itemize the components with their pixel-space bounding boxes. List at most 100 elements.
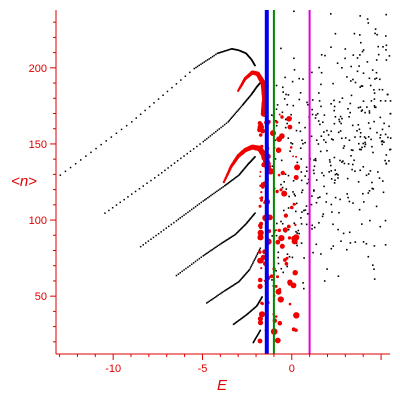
curve-point — [228, 287, 230, 289]
curve-point — [230, 286, 232, 288]
curve-point — [229, 286, 231, 289]
curve-point — [258, 332, 260, 334]
curve-point — [256, 253, 259, 255]
scatter-point — [377, 171, 379, 173]
red-point — [257, 283, 263, 289]
red-point — [280, 115, 284, 119]
curve-point — [146, 182, 148, 184]
scatter-point — [348, 200, 351, 203]
red-point — [258, 204, 262, 208]
curve-point — [224, 184, 227, 186]
curve-point — [206, 59, 209, 61]
curve-point — [216, 129, 219, 132]
scatter-point — [337, 131, 340, 134]
curve-point — [177, 273, 180, 275]
curve-point — [211, 133, 213, 136]
scatter-point — [362, 192, 364, 195]
curve-point — [208, 58, 210, 60]
scatter-point — [382, 191, 385, 194]
scatter-point — [318, 92, 320, 94]
curve-point — [254, 156, 256, 158]
red-point — [268, 162, 271, 165]
scatter-point — [366, 106, 368, 108]
curve-point — [245, 272, 248, 274]
red-point — [222, 180, 226, 184]
scatter-point — [379, 137, 381, 139]
red-point — [258, 250, 262, 254]
scatter-point — [275, 120, 277, 122]
scatter-point — [375, 71, 378, 74]
scatter-point — [332, 245, 335, 247]
scatter-point — [293, 222, 296, 224]
scatter-point — [271, 279, 273, 281]
scatter-point — [305, 223, 308, 226]
curve-point — [232, 179, 234, 181]
scatter-point — [352, 163, 354, 166]
scatter-point — [374, 32, 376, 35]
red-point — [257, 277, 263, 283]
scatter-point — [315, 114, 317, 116]
scatter-point — [295, 210, 297, 213]
curve-point — [236, 231, 239, 233]
scatter-point — [286, 122, 288, 125]
curve-point — [221, 291, 223, 294]
scatter-point — [323, 174, 325, 177]
curve-point — [246, 271, 249, 273]
red-point — [294, 328, 298, 332]
scatter-point — [358, 65, 360, 67]
curve-point — [228, 119, 230, 122]
curve-point — [223, 50, 226, 52]
red-point — [284, 261, 289, 266]
curve-point — [198, 64, 200, 67]
scatter-point — [330, 103, 332, 105]
scatter-point — [350, 149, 353, 151]
scatter-point — [291, 143, 294, 145]
curve-point — [183, 269, 185, 271]
curve-point — [235, 233, 237, 235]
scatter-point — [323, 114, 326, 116]
curve-point — [217, 244, 220, 247]
scatter-point — [303, 209, 305, 212]
scatter-point — [368, 112, 371, 114]
curve-point — [235, 176, 237, 179]
x-tick-label: 0 — [289, 363, 295, 375]
red-point — [275, 147, 282, 153]
curve-point — [59, 174, 62, 176]
x-tick-label: -10 — [105, 363, 121, 375]
red-point — [260, 191, 263, 194]
curve-point — [225, 239, 227, 242]
scatter-point — [300, 179, 303, 182]
scatter-point — [283, 181, 285, 183]
scatter-point — [364, 141, 366, 144]
curve-point — [227, 121, 229, 123]
scatter-point — [369, 84, 372, 87]
red-point — [293, 312, 300, 319]
red-point — [257, 320, 264, 326]
scatter-point — [369, 127, 372, 130]
curve-point — [239, 279, 242, 281]
curve-point — [258, 249, 261, 251]
scatter-point — [361, 146, 363, 149]
curve-point — [241, 226, 243, 229]
scatter-point — [330, 46, 332, 48]
curve-point — [183, 214, 185, 216]
curve-point — [160, 231, 162, 233]
red-point — [287, 236, 292, 240]
curve-point — [229, 181, 231, 183]
curve-point — [254, 338, 256, 340]
scatter-point — [300, 158, 302, 160]
scatter-point — [330, 178, 333, 180]
scatter-point — [346, 177, 349, 180]
curve-point — [164, 169, 166, 172]
y-axis-title: <n> — [11, 173, 37, 190]
scatter-point — [334, 32, 337, 35]
curve-point — [207, 301, 209, 303]
curve-point — [181, 215, 183, 218]
scatter-point — [290, 113, 292, 116]
curve-point — [185, 267, 187, 270]
curve-point — [142, 185, 144, 187]
scatter-point — [315, 201, 318, 204]
scatter-point — [304, 126, 306, 129]
curve-point — [258, 331, 261, 333]
scatter-point — [387, 136, 389, 139]
